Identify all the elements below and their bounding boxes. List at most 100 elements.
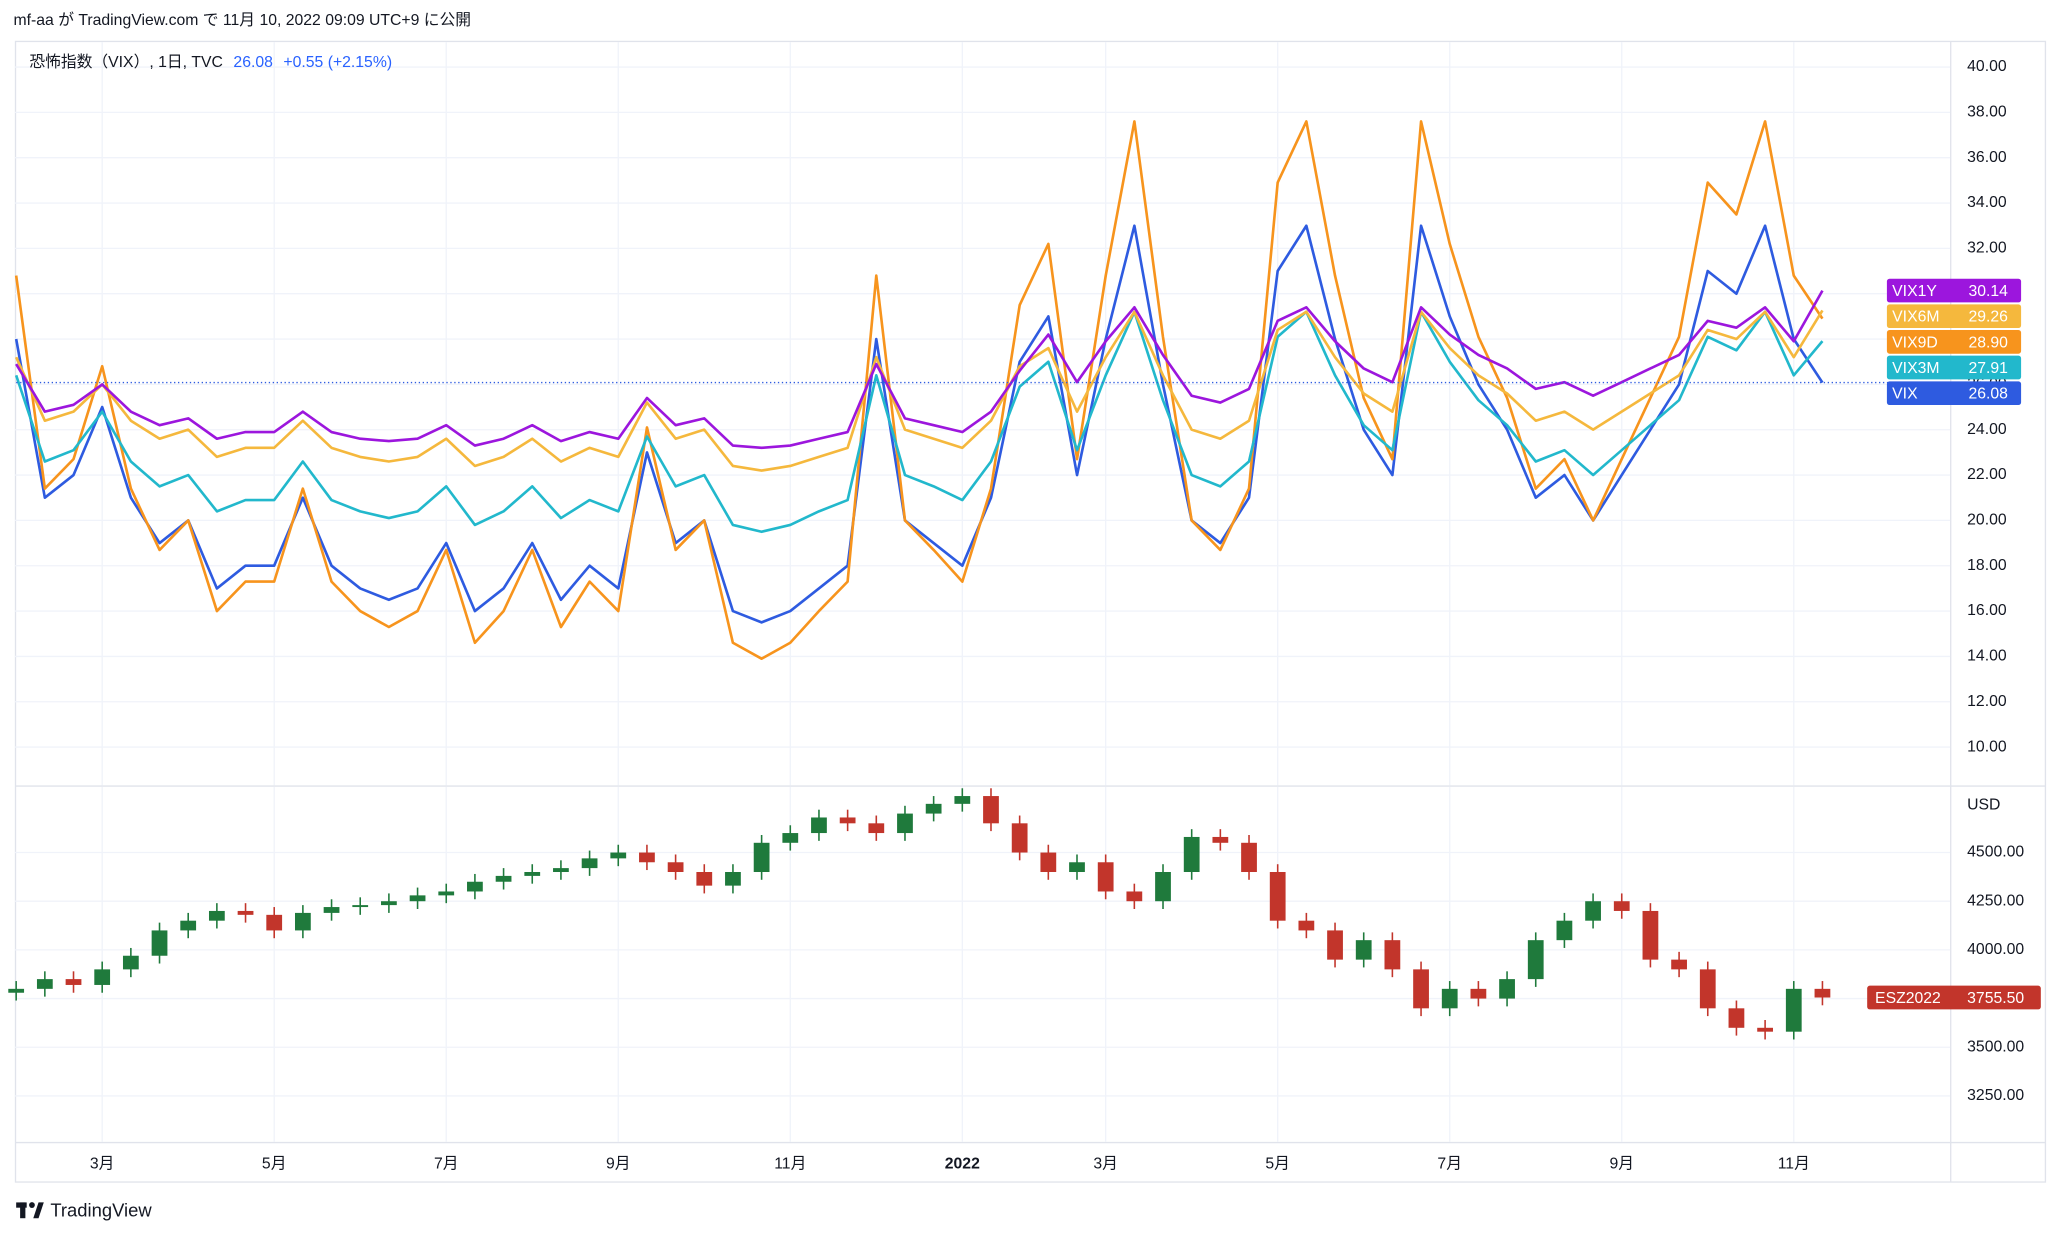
change: +0.55 (+2.15%)	[283, 54, 392, 71]
price-tag	[1886, 304, 2022, 329]
price-tag-value: 27.91	[1968, 360, 2007, 377]
price-tag-name: VIX6M	[1892, 309, 1939, 326]
x-tick-label: 5月	[262, 1155, 287, 1172]
candle-body	[1441, 988, 1458, 1009]
price-tag-name: VIX3M	[1892, 360, 1939, 377]
y-tick-label: 40.00	[1967, 58, 2007, 75]
candle-body	[610, 852, 627, 859]
price-tag-name: VIX9D	[1892, 334, 1938, 351]
candle-body	[1470, 988, 1487, 999]
candle-body	[180, 920, 197, 931]
candle-body	[8, 988, 25, 993]
x-tick-label: 3月	[1093, 1155, 1118, 1172]
series-line	[15, 289, 1824, 450]
candle-body	[495, 875, 512, 882]
y-tick-label: 38.00	[1967, 104, 2007, 121]
x-tick-label: 11月	[1778, 1155, 1810, 1172]
x-tick-label: 2022	[945, 1155, 980, 1172]
candle-body	[208, 910, 225, 921]
y-tick-label: 3500.00	[1967, 1038, 2024, 1055]
x-tick-label: 9月	[1609, 1155, 1634, 1172]
grid	[14, 42, 1951, 1142]
price-tag-value: 28.90	[1968, 334, 2008, 351]
candle-body	[839, 817, 856, 824]
symbol-title: 恐怖指数（VIX）, 1日, TVC	[29, 53, 223, 71]
y-tick-label: 24.00	[1967, 421, 2007, 438]
candle-body	[1556, 920, 1573, 941]
price-tag	[1886, 330, 2022, 354]
candle-body	[1527, 940, 1544, 980]
published-note: mf-aa が TradingView.com で 11月 10, 2022 0…	[14, 11, 472, 29]
candle-body	[925, 803, 942, 814]
candle-body	[438, 891, 455, 896]
price-tag-value: 26.08	[1968, 386, 2008, 403]
candle-body	[1241, 842, 1257, 873]
candle-body	[1757, 1027, 1773, 1032]
price-tag	[1886, 278, 2022, 303]
candle-body	[1499, 979, 1515, 999]
candle-body	[1728, 1008, 1745, 1028]
candle-body	[782, 833, 799, 843]
y-tick-label: 3250.00	[1967, 1087, 2024, 1104]
price-tag-value: 30.14	[1968, 283, 2008, 300]
candle-body	[1671, 959, 1687, 970]
candle-body	[811, 817, 827, 834]
candle-body	[151, 930, 168, 956]
y-tick-label: 34.00	[1967, 194, 2007, 211]
candle-body	[667, 862, 684, 873]
x-tick-label: 3月	[90, 1155, 115, 1172]
price-tag-name: VIX1Y	[1892, 283, 1937, 300]
candle-body	[266, 914, 283, 931]
candle-body	[1269, 872, 1286, 921]
candle-body	[323, 907, 340, 913]
x-tick-label: 5月	[1265, 1155, 1290, 1172]
y-tick-label: 32.00	[1967, 240, 2007, 257]
candle-body	[553, 868, 569, 873]
candle-body	[1585, 901, 1601, 921]
price-tag-name: VIX	[1892, 386, 1918, 403]
brand: TradingView	[50, 1199, 152, 1220]
candle-body	[581, 858, 598, 869]
candle-body	[467, 881, 483, 892]
price-tag	[1886, 355, 2022, 380]
candle-body	[1155, 872, 1171, 902]
x-tick-label: 7月	[434, 1155, 459, 1172]
candle-body	[1097, 862, 1114, 892]
y-tick-label: 22.00	[1967, 466, 2007, 483]
candle-body	[1642, 910, 1659, 960]
y-tick-label: 16.00	[1967, 602, 2007, 619]
candle-body	[868, 823, 885, 834]
candle-body	[1814, 988, 1831, 998]
y-tick-label: 14.00	[1967, 648, 2007, 665]
candle-body	[897, 813, 913, 834]
candle-body	[122, 955, 139, 970]
y-tick-label: 10.00	[1967, 738, 2007, 755]
candle-body	[36, 979, 53, 989]
candle-body	[1069, 862, 1085, 873]
candle-body	[381, 901, 397, 906]
chart-frame	[14, 40, 2047, 1183]
candle-body	[1355, 940, 1372, 960]
y-tick-label: 36.00	[1967, 149, 2007, 166]
candle-body	[1183, 836, 1200, 873]
price-tag-value: 3755.50	[1967, 990, 2024, 1007]
candle-body	[1327, 930, 1343, 960]
candle-body	[1613, 901, 1630, 911]
candle-body	[294, 912, 311, 931]
x-tick-label: 7月	[1437, 1155, 1462, 1172]
y-tick-label: 18.00	[1967, 557, 2007, 574]
candle-body	[352, 905, 369, 908]
candle-body	[1384, 940, 1401, 970]
candle-body	[725, 872, 741, 886]
series-line	[14, 310, 1824, 534]
candle-body	[409, 895, 426, 902]
y-tick-label: 4250.00	[1967, 892, 2024, 909]
candle-body	[1126, 891, 1143, 902]
price-tag-value: 29.26	[1968, 309, 2008, 326]
candle-body	[94, 969, 111, 985]
candle-body	[1298, 920, 1315, 931]
price-unit: USD	[1967, 796, 2000, 813]
y-tick-label: 12.00	[1967, 693, 2007, 710]
